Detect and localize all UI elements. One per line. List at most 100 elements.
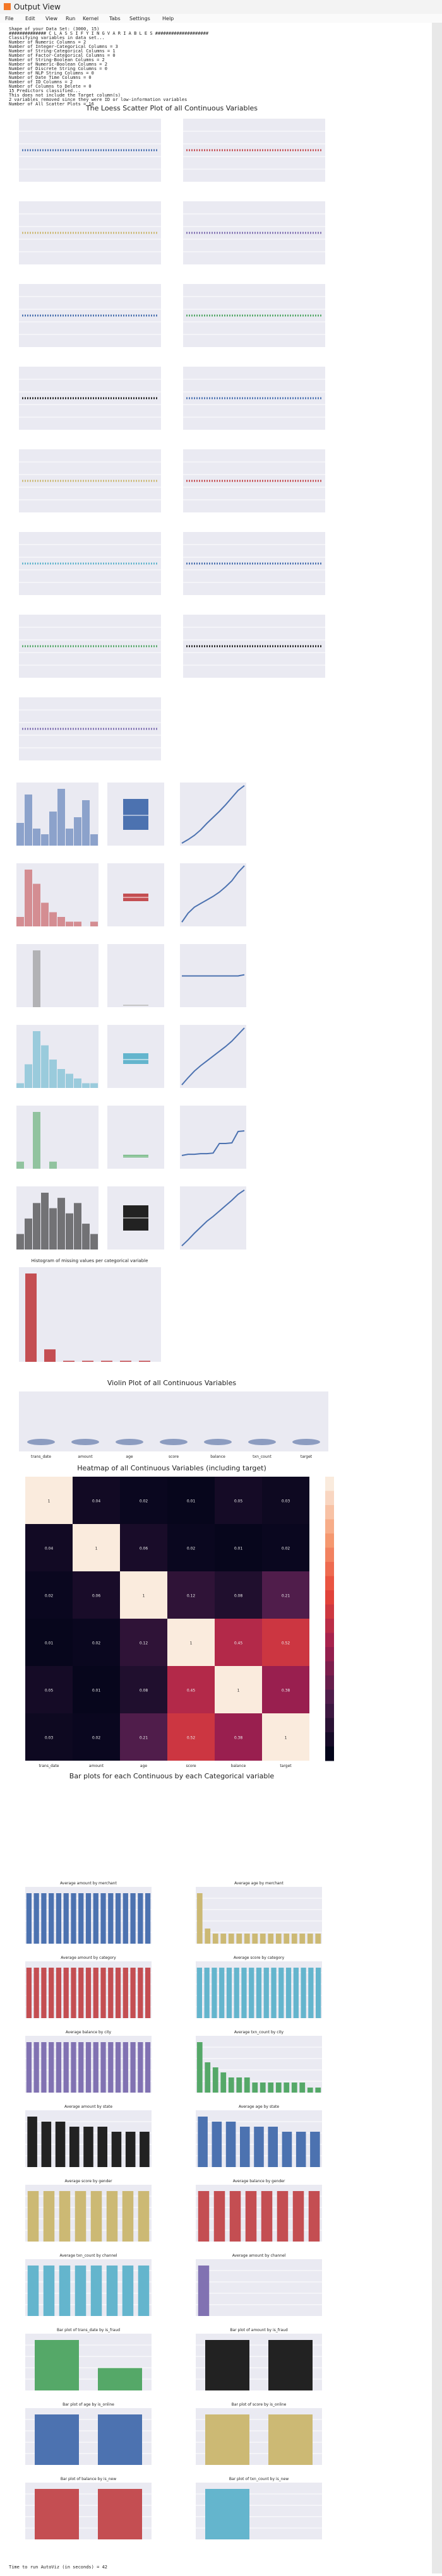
bar [78, 2042, 84, 2093]
bar [98, 2368, 142, 2390]
hist-bar [49, 1161, 57, 1169]
menu-item[interactable]: Kernel [83, 16, 99, 21]
hist-bar [90, 1083, 98, 1088]
heatmap-cell [215, 1713, 262, 1761]
cell-label: 0.02 [92, 1641, 101, 1646]
menu-item[interactable]: Help [162, 16, 174, 21]
console-line: Number of String-Boolean Columns = 2 [9, 57, 105, 62]
menu-item[interactable]: Tabs [109, 16, 121, 21]
cell-label: 0.03 [45, 1736, 54, 1740]
bar [198, 2117, 208, 2167]
bar [43, 2266, 55, 2316]
bar [220, 2072, 227, 2093]
colorbar [325, 1604, 334, 1619]
hist-bar [82, 1083, 90, 1088]
hist-bar [57, 789, 65, 846]
panel-title: Average amount by state [64, 2105, 112, 2109]
heatmap-label: amount [89, 1764, 104, 1768]
bar [315, 2088, 321, 2093]
bar [205, 2062, 211, 2093]
hist-bar [16, 823, 24, 846]
panel-title: Average balance by gender [233, 2179, 285, 2183]
panel-title: Bar plot of amount by is_fraud [230, 2328, 287, 2332]
bar [125, 2132, 136, 2167]
violin [116, 1439, 143, 1445]
console-line: 15 Predictors classified... [9, 88, 81, 93]
hist-bar [57, 1198, 65, 1250]
colorbar [325, 1661, 334, 1676]
footer: Time to run AutoViz (in seconds) = 42 [9, 2565, 107, 2570]
menu-item[interactable]: View [45, 16, 57, 21]
heatmap-cell [167, 1619, 215, 1666]
cell-label: 0.02 [45, 1594, 54, 1598]
bar [122, 1968, 128, 2018]
bar [101, 1361, 112, 1362]
bar [26, 1968, 32, 2018]
heatmap-cell [215, 1619, 262, 1666]
bar [63, 1968, 69, 2018]
bar [204, 1968, 210, 2018]
hist-bar [25, 795, 32, 846]
violin [248, 1439, 276, 1445]
bar [122, 1893, 128, 1944]
bar [145, 1968, 151, 2018]
hist-bar [41, 1193, 49, 1250]
bar [244, 2077, 250, 2093]
violin [292, 1439, 320, 1445]
bar [138, 1968, 143, 2018]
bar [106, 2191, 118, 2242]
bar [198, 2191, 210, 2242]
cell-label: 0.21 [282, 1594, 290, 1598]
heatmap-cell [25, 1619, 73, 1666]
hist-bar [74, 1203, 81, 1250]
panel-title: Bar plot of trans_date by is_fraud [57, 2328, 120, 2332]
bar [108, 2042, 114, 2093]
heatmap-label: target [280, 1764, 292, 1768]
cell-label: 1 [95, 1547, 98, 1551]
bar [35, 2414, 79, 2465]
cell-label: 0.52 [187, 1736, 196, 1740]
menu-item[interactable]: Settings [129, 16, 150, 21]
heatmap-cell [167, 1713, 215, 1761]
bar [130, 1968, 136, 2018]
panel-title: Average score by category [234, 1956, 285, 1960]
colorbar [325, 1519, 334, 1534]
menu-item[interactable]: File [5, 16, 13, 21]
bar [98, 2489, 142, 2539]
colorbar [325, 1477, 334, 1491]
bar [78, 1968, 84, 2018]
bar [268, 2414, 313, 2465]
qq-line [181, 1027, 245, 1085]
bar [63, 1361, 75, 1362]
bar [93, 1893, 99, 1944]
bar [63, 2042, 69, 2093]
bar [260, 2083, 266, 2093]
hist-bar [74, 1078, 81, 1088]
heatmap-cell [262, 1666, 309, 1713]
bar [27, 2191, 39, 2242]
cell-label: 0.38 [234, 1736, 243, 1740]
bar [145, 2042, 151, 2093]
bar [268, 1934, 274, 1944]
cell-label: 0.01 [234, 1547, 243, 1551]
bar [236, 2077, 242, 2093]
bar [241, 1968, 247, 2018]
bar [108, 1893, 114, 1944]
bar [291, 1934, 297, 1944]
bar [138, 2266, 150, 2316]
hist-bar [74, 817, 81, 846]
bar [249, 1968, 254, 2018]
bar [35, 2340, 79, 2390]
menu-item[interactable]: Edit [25, 16, 35, 21]
bar [271, 1968, 277, 2018]
bar [315, 1934, 321, 1944]
bar [225, 2122, 236, 2167]
bar [228, 1934, 234, 1944]
cell-label: 1 [285, 1736, 287, 1740]
bar [308, 1968, 314, 2018]
cell-label: 0.21 [140, 1736, 148, 1740]
menu-item[interactable]: Run [66, 16, 75, 21]
bar [299, 2083, 306, 2093]
bar [213, 2191, 225, 2242]
hist-bar [33, 950, 40, 1007]
